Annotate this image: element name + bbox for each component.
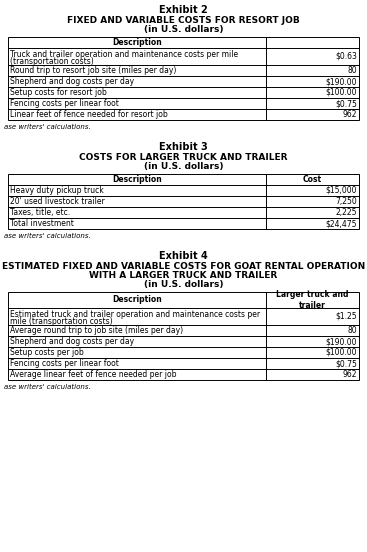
Text: Larger truck and
trailer: Larger truck and trailer bbox=[276, 290, 349, 310]
Text: ase writers' calculations.: ase writers' calculations. bbox=[4, 124, 91, 130]
Text: COSTS FOR LARGER TRUCK AND TRAILER: COSTS FOR LARGER TRUCK AND TRAILER bbox=[79, 153, 288, 162]
Text: $15,000: $15,000 bbox=[326, 186, 357, 195]
Text: Shepherd and dog costs per day: Shepherd and dog costs per day bbox=[10, 77, 134, 86]
Bar bbox=[8, 292, 359, 380]
Text: Truck and trailer operation and maintenance costs per mile: Truck and trailer operation and maintena… bbox=[10, 50, 238, 59]
Text: (in U.S. dollars): (in U.S. dollars) bbox=[144, 280, 223, 289]
Text: (in U.S. dollars): (in U.S. dollars) bbox=[144, 162, 223, 171]
Text: mile (transportation costs): mile (transportation costs) bbox=[10, 317, 113, 326]
Text: 20' used livestock trailer: 20' used livestock trailer bbox=[10, 197, 105, 206]
Text: $190.00: $190.00 bbox=[326, 337, 357, 346]
Bar bbox=[8, 174, 359, 229]
Text: (in U.S. dollars): (in U.S. dollars) bbox=[144, 25, 223, 34]
Text: Setup costs per job: Setup costs per job bbox=[10, 348, 84, 357]
Text: Heavy duty pickup truck: Heavy duty pickup truck bbox=[10, 186, 104, 195]
Text: Round trip to resort job site (miles per day): Round trip to resort job site (miles per… bbox=[10, 66, 177, 75]
Text: 7,250: 7,250 bbox=[335, 197, 357, 206]
Text: 2,225: 2,225 bbox=[335, 208, 357, 217]
Text: 962: 962 bbox=[342, 370, 357, 379]
Text: Shepherd and dog costs per day: Shepherd and dog costs per day bbox=[10, 337, 134, 346]
Text: $190.00: $190.00 bbox=[326, 77, 357, 86]
Text: 80: 80 bbox=[348, 66, 357, 75]
Text: $0.75: $0.75 bbox=[335, 359, 357, 368]
Text: FIXED AND VARIABLE COSTS FOR RESORT JOB: FIXED AND VARIABLE COSTS FOR RESORT JOB bbox=[67, 16, 300, 25]
Text: ase writers' calculations.: ase writers' calculations. bbox=[4, 384, 91, 390]
Text: 962: 962 bbox=[342, 110, 357, 119]
Text: (transportation costs): (transportation costs) bbox=[10, 57, 94, 66]
Text: $1.25: $1.25 bbox=[335, 312, 357, 321]
Text: Description: Description bbox=[112, 38, 162, 47]
Bar bbox=[8, 37, 359, 120]
Text: Exhibit 2: Exhibit 2 bbox=[159, 5, 208, 15]
Text: Exhibit 3: Exhibit 3 bbox=[159, 142, 208, 152]
Text: Cost: Cost bbox=[303, 175, 322, 184]
Text: $0.63: $0.63 bbox=[335, 52, 357, 61]
Text: Description: Description bbox=[112, 175, 162, 184]
Text: Fencing costs per linear foot: Fencing costs per linear foot bbox=[10, 99, 119, 108]
Text: 80: 80 bbox=[348, 326, 357, 335]
Text: Fencing costs per linear foot: Fencing costs per linear foot bbox=[10, 359, 119, 368]
Text: ase writers' calculations.: ase writers' calculations. bbox=[4, 233, 91, 239]
Text: Average round trip to job site (miles per day): Average round trip to job site (miles pe… bbox=[10, 326, 183, 335]
Text: Average linear feet of fence needed per job: Average linear feet of fence needed per … bbox=[10, 370, 177, 379]
Text: $100.00: $100.00 bbox=[326, 348, 357, 357]
Text: Description: Description bbox=[112, 295, 162, 305]
Text: $0.75: $0.75 bbox=[335, 99, 357, 108]
Text: $24,475: $24,475 bbox=[326, 219, 357, 228]
Text: Total investment: Total investment bbox=[10, 219, 74, 228]
Text: Setup costs for resort job: Setup costs for resort job bbox=[10, 88, 107, 97]
Text: Taxes, title, etc.: Taxes, title, etc. bbox=[10, 208, 70, 217]
Text: ESTIMATED FIXED AND VARIABLE COSTS FOR GOAT RENTAL OPERATION: ESTIMATED FIXED AND VARIABLE COSTS FOR G… bbox=[2, 262, 365, 271]
Text: Exhibit 4: Exhibit 4 bbox=[159, 251, 208, 261]
Text: Linear feet of fence needed for resort job: Linear feet of fence needed for resort j… bbox=[10, 110, 168, 119]
Text: WITH A LARGER TRUCK AND TRAILER: WITH A LARGER TRUCK AND TRAILER bbox=[90, 271, 277, 280]
Text: $100.00: $100.00 bbox=[326, 88, 357, 97]
Text: Estimated truck and trailer operation and maintenance costs per: Estimated truck and trailer operation an… bbox=[10, 310, 260, 319]
